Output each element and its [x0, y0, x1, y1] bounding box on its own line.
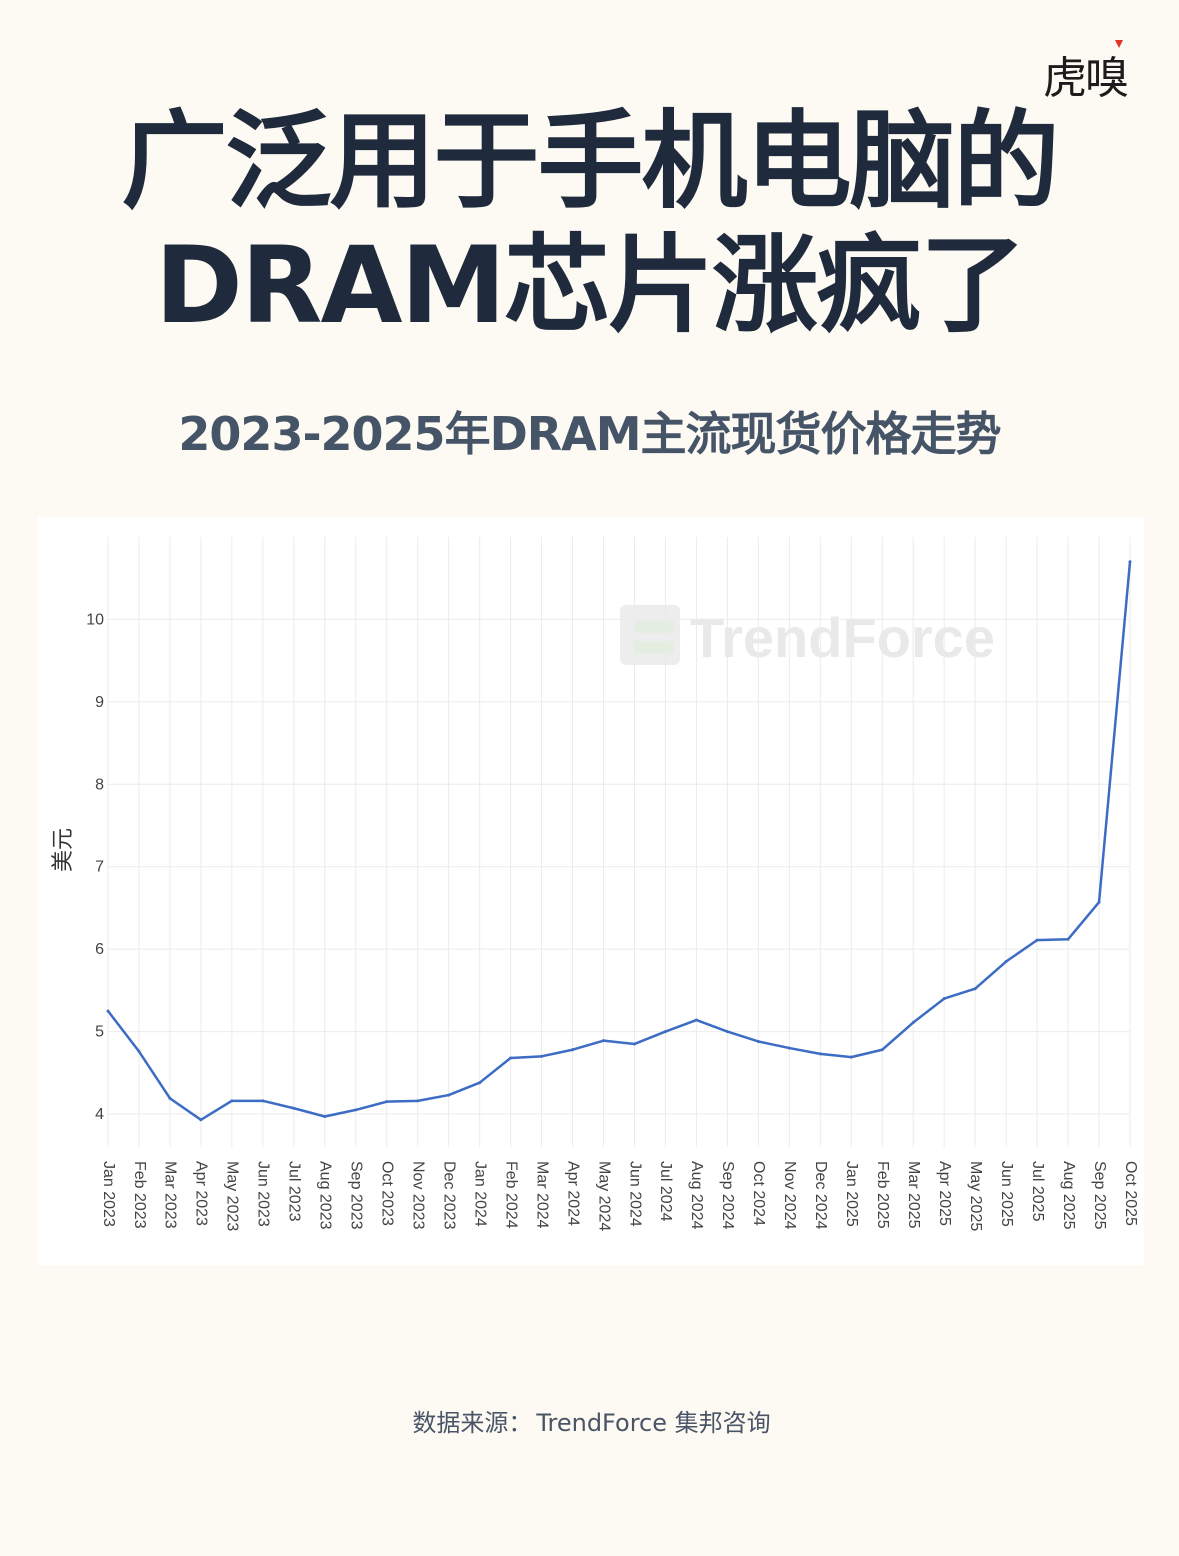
- y-axis-label: 美元: [51, 828, 76, 872]
- logo-accent-mark: [1115, 40, 1123, 48]
- source-text: TrendForce 集邦咨询: [536, 1409, 770, 1437]
- x-tick-label: Sep 2023: [348, 1161, 365, 1230]
- x-tick-label: Dec 2023: [440, 1161, 457, 1230]
- x-tick-label: Oct 2025: [1122, 1161, 1139, 1226]
- data-point: [509, 1056, 512, 1059]
- x-tick-label: Jun 2023: [255, 1161, 272, 1227]
- data-point: [447, 1094, 450, 1097]
- headline-line-2: DRAM芯片涨疯了: [0, 224, 1179, 348]
- data-point: [1036, 939, 1039, 942]
- x-tick-label: Feb 2023: [131, 1161, 148, 1229]
- x-tick-label: Nov 2023: [409, 1161, 426, 1230]
- x-tick-label: Feb 2025: [874, 1161, 891, 1229]
- y-tick-label: 7: [95, 859, 104, 876]
- data-point: [695, 1019, 698, 1022]
- x-tick-label: Feb 2024: [502, 1161, 519, 1229]
- y-tick-label: 5: [95, 1024, 104, 1041]
- data-point: [974, 987, 977, 990]
- x-tick-label: May 2025: [967, 1161, 984, 1231]
- x-tick-label: Nov 2024: [781, 1161, 798, 1230]
- headline: 广泛用于手机电脑的 DRAM芯片涨疯了: [0, 100, 1179, 348]
- y-tick-label: 8: [95, 776, 104, 793]
- data-point: [385, 1100, 388, 1103]
- data-point: [292, 1107, 295, 1110]
- x-tick-label: Sep 2025: [1091, 1161, 1108, 1230]
- data-point: [199, 1118, 202, 1121]
- x-tick-label: Jan 2023: [100, 1161, 117, 1227]
- data-point: [1005, 960, 1008, 963]
- data-point: [107, 1009, 110, 1012]
- y-tick-label: 9: [95, 694, 104, 711]
- data-point: [168, 1097, 171, 1100]
- source-note: 数据来源： TrendForce 集邦咨询: [0, 1403, 1179, 1438]
- x-tick-label: May 2024: [595, 1161, 612, 1231]
- x-tick-label: Aug 2023: [317, 1161, 334, 1230]
- brand-logo: 虎嗅: [1043, 42, 1127, 106]
- data-point: [478, 1081, 481, 1084]
- data-point: [943, 997, 946, 1000]
- trendforce-watermark: TrendForce: [620, 605, 995, 669]
- x-tick-label: Jul 2025: [1029, 1161, 1046, 1222]
- data-point: [664, 1030, 667, 1033]
- x-tick-label: Oct 2024: [750, 1161, 767, 1226]
- line-chart: TrendForce 4 5 6 7 8 9 10 Jan 2023 Feb 2023 Mar …: [38, 517, 1144, 1265]
- x-tick-label: Apr 2023: [193, 1161, 210, 1226]
- x-tick-label: May 2023: [224, 1161, 241, 1231]
- x-tick-label: Oct 2023: [378, 1161, 395, 1226]
- watermark-text: TrendForce: [690, 606, 995, 669]
- data-point: [416, 1099, 419, 1102]
- data-point: [354, 1108, 357, 1111]
- data-point: [261, 1099, 264, 1102]
- data-point: [323, 1115, 326, 1118]
- x-tick-label: Apr 2025: [936, 1161, 953, 1226]
- source-label: 数据来源：: [412, 1409, 532, 1437]
- data-point: [571, 1048, 574, 1051]
- data-point: [819, 1052, 822, 1055]
- x-tick-label: Jul 2023: [286, 1161, 303, 1222]
- x-tick-label: Jan 2024: [471, 1161, 488, 1227]
- data-point: [602, 1039, 605, 1042]
- data-point: [1067, 938, 1070, 941]
- data-point: [137, 1050, 140, 1053]
- watermark-logo-icon: [620, 605, 680, 665]
- data-point: [633, 1042, 636, 1045]
- x-tick-label: Jan 2025: [843, 1161, 860, 1227]
- data-point: [881, 1048, 884, 1051]
- data-point: [850, 1056, 853, 1059]
- data-point: [757, 1040, 760, 1043]
- x-tick-label: Mar 2025: [905, 1161, 922, 1229]
- chart-subtitle: 2023-2025年DRAM主流现货价格走势: [0, 398, 1179, 464]
- x-tick-label: Aug 2025: [1060, 1161, 1077, 1230]
- data-point: [912, 1021, 915, 1024]
- data-point: [788, 1047, 791, 1050]
- x-tick-label: Mar 2024: [533, 1161, 550, 1229]
- x-tick-label: Dec 2024: [812, 1161, 829, 1230]
- headline-line-1: 广泛用于手机电脑的: [0, 100, 1179, 224]
- chart-card: TrendForce 4 5 6 7 8 9 10 Jan 2023 Feb 2023 Mar …: [38, 517, 1144, 1265]
- data-point: [1129, 560, 1132, 563]
- x-tick-label: Aug 2024: [688, 1161, 705, 1230]
- x-tick-label: Mar 2023: [162, 1161, 179, 1229]
- y-tick-label: 10: [86, 611, 104, 628]
- x-tick-label: Jun 2024: [626, 1161, 643, 1227]
- x-tick-label: Apr 2024: [564, 1161, 581, 1226]
- data-point: [540, 1055, 543, 1058]
- data-point: [230, 1099, 233, 1102]
- x-tick-label: Jul 2024: [657, 1161, 674, 1222]
- y-tick-label: 6: [95, 941, 104, 958]
- x-tick-label: Jun 2025: [998, 1161, 1015, 1227]
- y-tick-label: 4: [95, 1106, 104, 1123]
- data-point: [1098, 901, 1101, 904]
- data-point: [726, 1030, 729, 1033]
- x-tick-label: Sep 2024: [719, 1161, 736, 1230]
